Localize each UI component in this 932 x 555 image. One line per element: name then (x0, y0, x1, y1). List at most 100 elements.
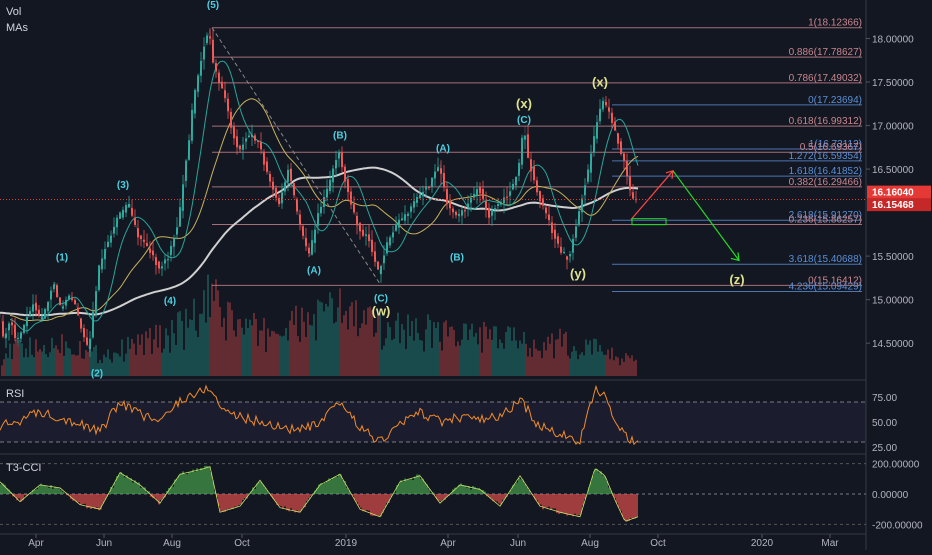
cci-bar (548, 494, 549, 507)
candle-body (206, 35, 208, 43)
indicator-label-vol[interactable]: Vol (6, 6, 21, 18)
volume-bar (421, 341, 423, 376)
cci-bar (500, 494, 501, 505)
volume-bar (17, 345, 19, 376)
candle-body (239, 146, 241, 149)
volume-bar (527, 356, 529, 376)
cci-bar (466, 488, 467, 494)
volume-bar (445, 320, 447, 376)
cci-bar (546, 494, 547, 508)
volume-bar (233, 330, 235, 376)
volume-bar (3, 359, 5, 376)
volume-bar (489, 329, 491, 376)
volume-bar (67, 348, 69, 376)
cci-bar (330, 480, 331, 494)
cci-bar (242, 494, 243, 500)
volume-bar (131, 339, 133, 376)
volume-bar (617, 358, 619, 376)
volume-bar (419, 340, 421, 376)
price-badge-label: 16.15468 (872, 200, 914, 211)
indicator-label-mas[interactable]: MAs (6, 22, 28, 34)
cci-bar (80, 494, 81, 505)
wave-label: (3) (117, 180, 129, 191)
cci-bar (262, 484, 263, 494)
cci-bar (18, 494, 19, 498)
volume-bar (247, 328, 249, 376)
wave-label: (B) (333, 131, 347, 142)
volume-bar (535, 349, 537, 376)
volume-bar (203, 290, 205, 376)
volume-bar (219, 307, 221, 376)
volume-bar (487, 339, 489, 376)
volume-bar (505, 332, 507, 376)
volume-bar (511, 341, 513, 376)
volume-bar (171, 320, 173, 376)
fib-label: 0.618(16.99312) (789, 116, 862, 127)
volume-bar (393, 339, 395, 376)
cci-bar (394, 493, 395, 494)
volume-bar (603, 355, 605, 376)
volume-bar (399, 343, 401, 376)
volume-bar (557, 339, 559, 376)
volume-bar (585, 340, 587, 376)
volume-bar (337, 307, 339, 376)
cci-bar (602, 476, 603, 494)
x-tick-label: Apr (28, 538, 44, 549)
volume-bar (633, 361, 635, 376)
cci-bar (614, 494, 615, 498)
volume-bar (577, 359, 579, 376)
volume-bar (81, 358, 83, 376)
volume-bar (355, 300, 357, 376)
volume-bar (43, 345, 45, 376)
cci-bar (524, 484, 525, 494)
volume-bar (175, 345, 177, 376)
cci-bar (536, 494, 537, 500)
volume-bar (579, 354, 581, 376)
volume-bar (605, 355, 607, 376)
volume-bar (589, 340, 591, 376)
volume-bar (13, 344, 15, 376)
volume-bar (291, 311, 293, 376)
cci-bar (632, 494, 633, 519)
volume-bar (569, 359, 571, 376)
volume-bar (1, 365, 3, 376)
cci-bar (154, 494, 155, 498)
cci-bar (438, 494, 439, 501)
volume-bar (553, 358, 555, 376)
wave-label: (A) (436, 144, 450, 155)
volume-bar (275, 334, 277, 376)
volume-bar (609, 359, 611, 376)
volume-bar (375, 333, 377, 376)
y-tick-label: 17.50000 (872, 78, 914, 89)
indicator-label-rsi[interactable]: RSI (6, 388, 24, 400)
cci-bar (376, 494, 377, 515)
fib-label: 0.382(16.29466) (789, 177, 862, 188)
cci-bar (618, 494, 619, 508)
candle-body (260, 142, 262, 149)
volume-bar (151, 354, 153, 376)
volume-bar (221, 327, 223, 376)
volume-bar (481, 353, 483, 376)
volume-bar (499, 340, 501, 376)
wave-label: (A) (307, 266, 321, 277)
cci-bar (324, 483, 325, 494)
x-tick-label: Aug (581, 538, 599, 549)
cci-bar (362, 494, 363, 511)
volume-bar (339, 288, 341, 376)
volume-bar (35, 339, 37, 376)
volume-bar (479, 327, 481, 376)
indicator-label-t3cci[interactable]: T3-CCI (6, 462, 41, 474)
volume-bar (537, 351, 539, 376)
volume-bar (513, 327, 515, 376)
volume-bar (491, 340, 493, 376)
cci-bar (594, 469, 595, 494)
volume-bar (611, 348, 613, 376)
cci-bar (336, 477, 337, 494)
cci-bar (56, 488, 57, 494)
volume-bar (485, 327, 487, 376)
cci-bar (440, 494, 441, 501)
volume-bar (635, 360, 637, 376)
volume-bar (561, 347, 563, 376)
